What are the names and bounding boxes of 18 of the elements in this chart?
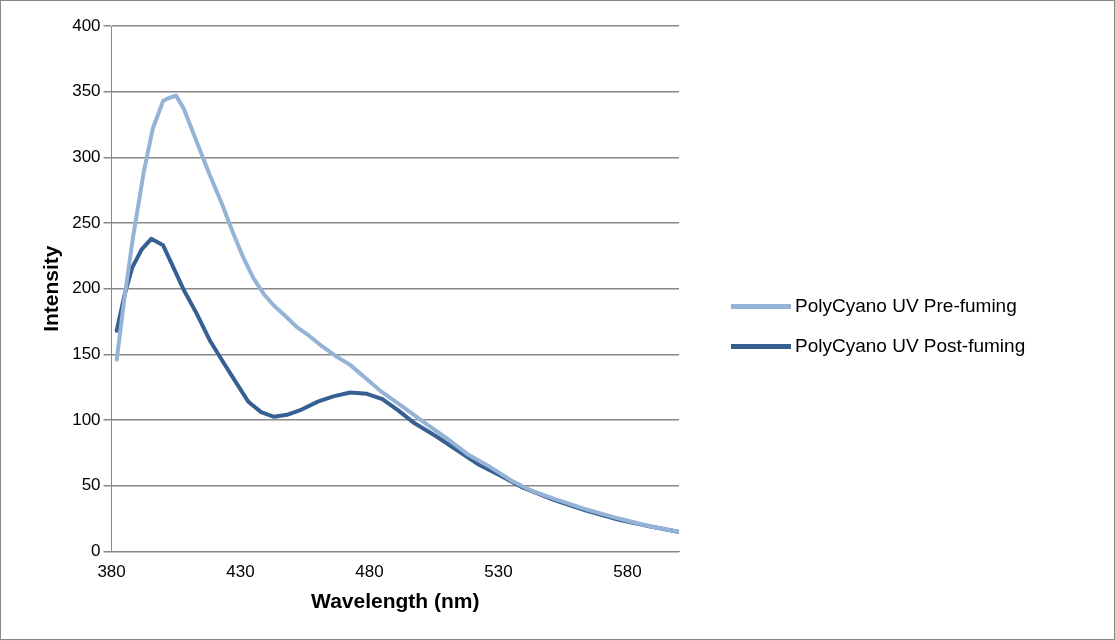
x-tick-label: 480: [355, 562, 384, 582]
legend-label: PolyCyano UV Post-fuming: [795, 335, 1026, 357]
y-tick-label: 50: [81, 475, 101, 495]
y-tick-label: 0: [91, 541, 101, 561]
x-tick-label: 530: [484, 562, 513, 582]
x-tick-label: 580: [613, 562, 642, 582]
y-axis-title: Intensity: [39, 245, 63, 332]
x-axis-title: Wavelength (nm): [311, 589, 480, 613]
x-tick-label: 380: [97, 562, 126, 582]
x-tick-label: 430: [226, 562, 255, 582]
legend-label: PolyCyano UV Pre-fuming: [795, 295, 1017, 317]
y-tick-label: 300: [72, 147, 101, 167]
y-tick-label: 200: [72, 278, 101, 298]
y-tick-label: 400: [72, 15, 101, 35]
y-tick-label: 350: [72, 81, 101, 101]
y-tick-label: 100: [72, 409, 101, 429]
y-tick-label: 250: [72, 212, 101, 232]
y-tick-label: 150: [72, 344, 101, 364]
